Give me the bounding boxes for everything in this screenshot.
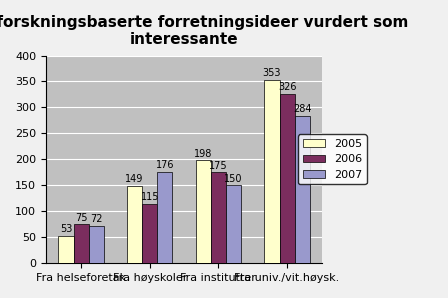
Text: 75: 75 [75, 213, 87, 223]
Text: 115: 115 [141, 192, 159, 202]
Bar [89, 226, 104, 263]
Bar [142, 204, 157, 263]
Bar [127, 186, 142, 263]
Text: 175: 175 [209, 161, 228, 171]
Bar [226, 185, 241, 263]
Text: 284: 284 [293, 104, 311, 114]
Text: 72: 72 [90, 214, 103, 224]
Bar [295, 116, 310, 263]
Bar [73, 224, 89, 263]
Text: 149: 149 [125, 174, 144, 184]
Bar [58, 236, 73, 263]
Legend: 2005, 2006, 2007: 2005, 2006, 2007 [298, 134, 366, 184]
Bar [196, 160, 211, 263]
Text: 198: 198 [194, 149, 212, 159]
Text: 53: 53 [60, 224, 72, 234]
Text: 150: 150 [224, 174, 243, 184]
Bar [157, 172, 172, 263]
Bar [211, 172, 226, 263]
Text: 176: 176 [155, 160, 174, 170]
Bar [280, 94, 295, 263]
Title: 682 forskningsbaserte forretningsideer vurdert som
interessante: 682 forskningsbaserte forretningsideer v… [0, 15, 409, 47]
Text: 326: 326 [278, 82, 296, 92]
Text: 353: 353 [263, 68, 281, 78]
Bar [264, 80, 280, 263]
